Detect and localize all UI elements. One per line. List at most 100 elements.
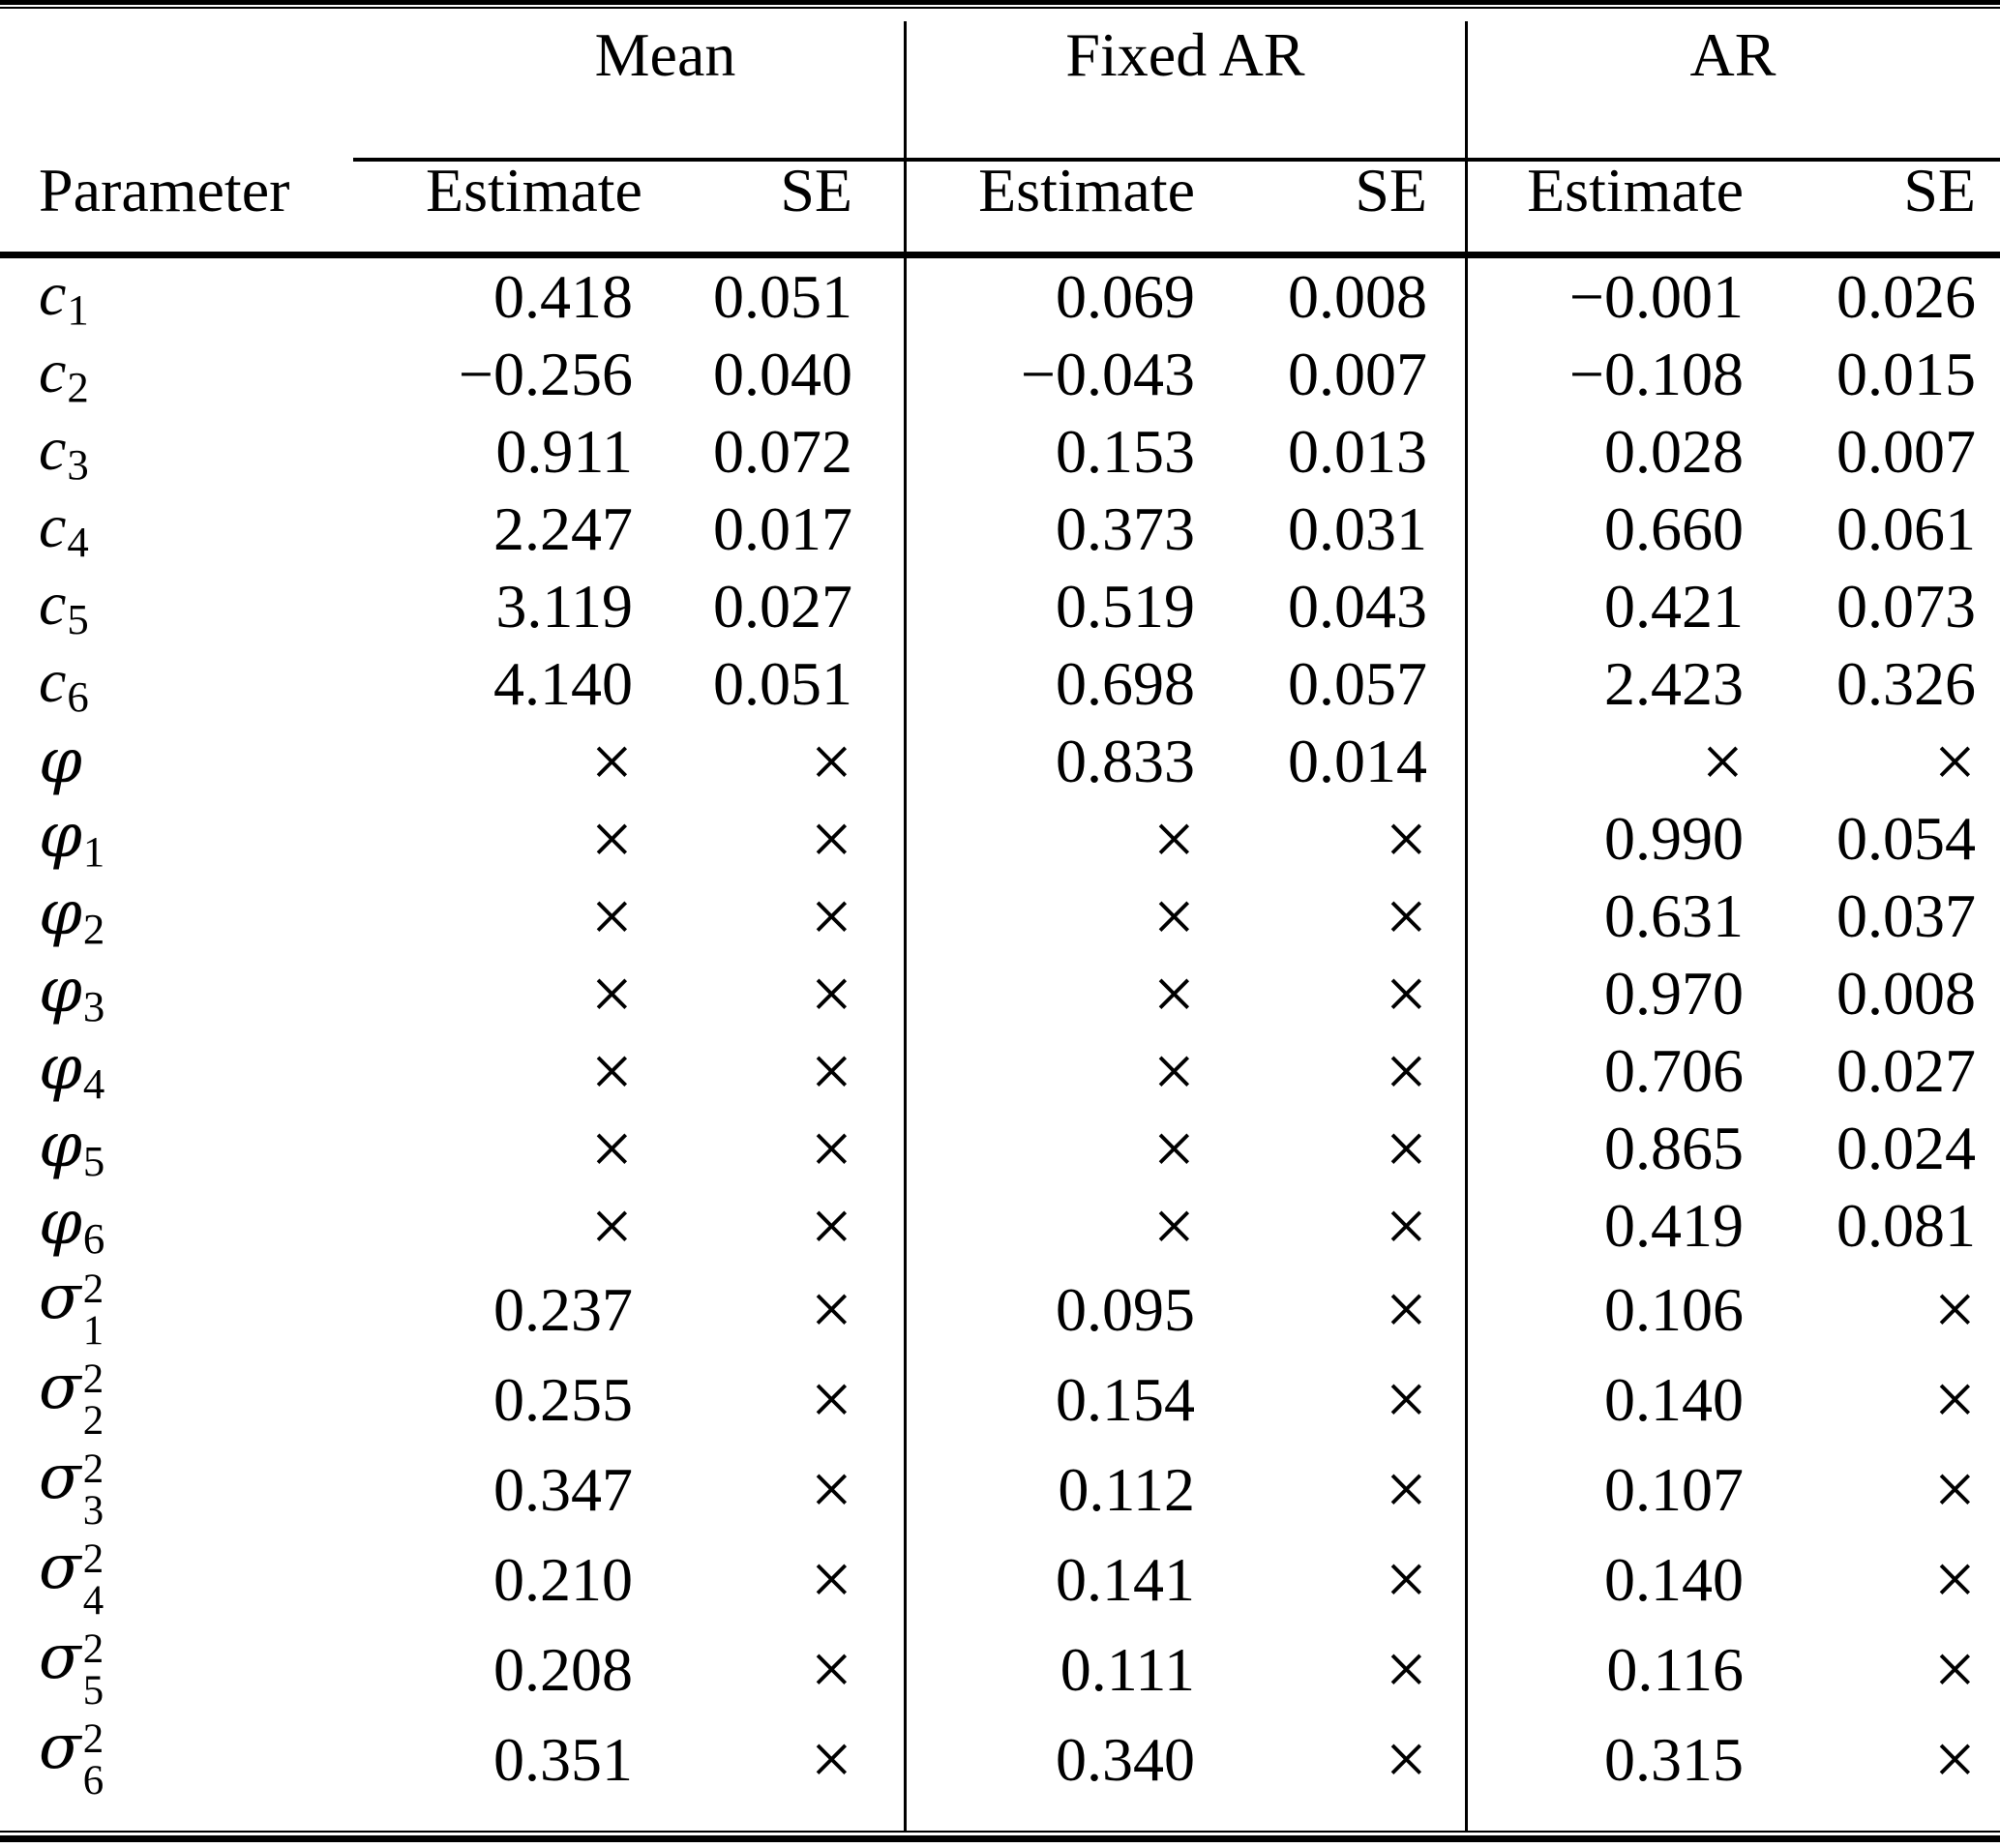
parameter-label: c2 (39, 336, 89, 411)
fixed-ar-se-cell: × (1385, 1183, 1427, 1267)
ar-se-cell: × (1933, 1357, 1976, 1441)
fixed-ar-estimate-cell: × (1152, 1183, 1195, 1267)
table-row: φ4 × × × × 0.706 0.027 (0, 1032, 2000, 1110)
fixed-ar-se-cell: 0.014 (1288, 727, 1427, 795)
parameter-label: φ2 (39, 877, 105, 953)
group-header-rule (353, 158, 2000, 162)
table-row: c2 −0.256 0.040 −0.043 0.007 −0.108 0.01… (0, 336, 2000, 413)
fixed-ar-se-cell: 0.013 (1288, 417, 1427, 486)
mean-estimate-cell: 0.208 (493, 1634, 633, 1704)
fixed-ar-estimate-cell: 0.112 (1058, 1454, 1195, 1524)
fixed-ar-estimate-cell: × (1152, 796, 1195, 880)
fixed-ar-se-cell: × (1385, 1028, 1427, 1113)
column-header-mean-se: SE (780, 156, 852, 224)
parameter-label: φ (39, 726, 82, 797)
bottom-rule-thin (0, 1831, 2000, 1833)
fixed-ar-estimate-cell: × (1152, 1106, 1195, 1190)
mean-se-cell: × (810, 1717, 852, 1801)
fixed-ar-se-cell: × (1385, 874, 1427, 958)
mean-estimate-cell: × (590, 1183, 633, 1267)
mean-estimate-cell: × (590, 951, 633, 1035)
parameter-estimates-table: Mean Fixed AR AR Parameter Estimate SE E… (0, 9, 2000, 1804)
mean-se-cell: × (810, 719, 852, 803)
mean-se-cell: 0.051 (713, 649, 852, 718)
table-row: φ6 × × × × 0.419 0.081 (0, 1187, 2000, 1265)
fixed-ar-estimate-cell: 0.373 (1056, 494, 1195, 563)
group-header-row: Mean Fixed AR AR (0, 9, 2000, 158)
column-divider-mean-fixedar (904, 21, 907, 1831)
ar-estimate-cell: 0.140 (1604, 1364, 1744, 1434)
ar-se-cell: 0.073 (1836, 572, 1976, 641)
fixed-ar-se-cell: × (1385, 1627, 1427, 1711)
mean-se-cell: × (810, 951, 852, 1035)
fixed-ar-se-cell: × (1385, 951, 1427, 1035)
ar-estimate-cell: −0.001 (1568, 262, 1744, 331)
fixed-ar-estimate-cell: 0.340 (1056, 1724, 1195, 1794)
ar-estimate-cell: × (1701, 719, 1744, 803)
mean-estimate-cell: 0.351 (493, 1724, 633, 1794)
table-row: φ1 × × × × 0.990 0.054 (0, 800, 2000, 878)
mean-se-cell: × (810, 1106, 852, 1190)
mean-se-cell: 0.027 (713, 572, 852, 641)
mean-se-cell: × (810, 1357, 852, 1441)
fixed-ar-se-cell: × (1385, 1267, 1427, 1351)
fixed-ar-estimate-cell: × (1152, 874, 1195, 958)
fixed-ar-estimate-cell: × (1152, 1028, 1195, 1113)
mean-estimate-cell: 0.210 (493, 1544, 633, 1614)
mean-se-cell: 0.051 (713, 262, 852, 331)
parameter-label: φ5 (39, 1109, 105, 1185)
parameter-label: c4 (39, 491, 89, 566)
ar-estimate-cell: 0.116 (1606, 1634, 1744, 1704)
ar-se-cell: × (1933, 1717, 1976, 1801)
ar-se-cell: 0.326 (1836, 649, 1976, 718)
table-row: c1 0.418 0.051 0.069 0.008 −0.001 0.026 (0, 258, 2000, 336)
mean-se-cell: × (810, 1537, 852, 1621)
ar-estimate-cell: 0.421 (1604, 572, 1744, 641)
fixed-ar-se-cell: 0.031 (1288, 494, 1427, 563)
table-row: φ × × 0.833 0.014 × × (0, 723, 2000, 800)
fixed-ar-se-cell: 0.057 (1288, 649, 1427, 718)
mean-se-cell: × (810, 1267, 852, 1351)
ar-se-cell: 0.061 (1836, 494, 1976, 563)
ar-se-cell: × (1933, 1537, 1976, 1621)
ar-estimate-cell: 2.423 (1604, 649, 1744, 718)
mean-se-cell: 0.017 (713, 494, 852, 563)
parameter-label: c5 (39, 568, 89, 643)
group-header-fixed-ar: Fixed AR (1065, 20, 1305, 89)
mean-se-cell: × (810, 874, 852, 958)
fixed-ar-se-cell: × (1385, 1357, 1427, 1441)
fixed-ar-estimate-cell: −0.043 (1020, 340, 1195, 408)
fixed-ar-se-cell: × (1385, 1537, 1427, 1621)
parameter-label: φ4 (39, 1031, 105, 1108)
table-row: c4 2.247 0.017 0.373 0.031 0.660 0.061 (0, 491, 2000, 568)
table-row: φ3 × × × × 0.970 0.008 (0, 955, 2000, 1032)
mean-se-cell: × (810, 1447, 852, 1531)
fixed-ar-estimate-cell: 0.519 (1056, 572, 1195, 641)
table-row: c5 3.119 0.027 0.519 0.043 0.421 0.073 (0, 568, 2000, 645)
mean-se-cell: × (810, 1028, 852, 1113)
ar-se-cell: 0.081 (1836, 1191, 1976, 1260)
mean-se-cell: × (810, 1627, 852, 1711)
mean-estimate-cell: 2.247 (493, 494, 633, 563)
ar-estimate-cell: 0.140 (1604, 1544, 1744, 1614)
parameter-label: φ6 (39, 1186, 105, 1263)
table-row: c3 0.911 0.072 0.153 0.013 0.028 0.007 (0, 413, 2000, 491)
fixed-ar-se-cell: × (1385, 1106, 1427, 1190)
ar-se-cell: × (1933, 1627, 1976, 1711)
ar-se-cell: × (1933, 1447, 1976, 1531)
mean-estimate-cell: × (590, 874, 633, 958)
fixed-ar-estimate-cell: 0.153 (1056, 417, 1195, 486)
mean-estimate-cell: 4.140 (493, 649, 633, 718)
ar-se-cell: × (1933, 1267, 1976, 1351)
column-header-fixed-ar-se: SE (1355, 156, 1427, 224)
column-header-ar-se: SE (1903, 156, 1976, 224)
